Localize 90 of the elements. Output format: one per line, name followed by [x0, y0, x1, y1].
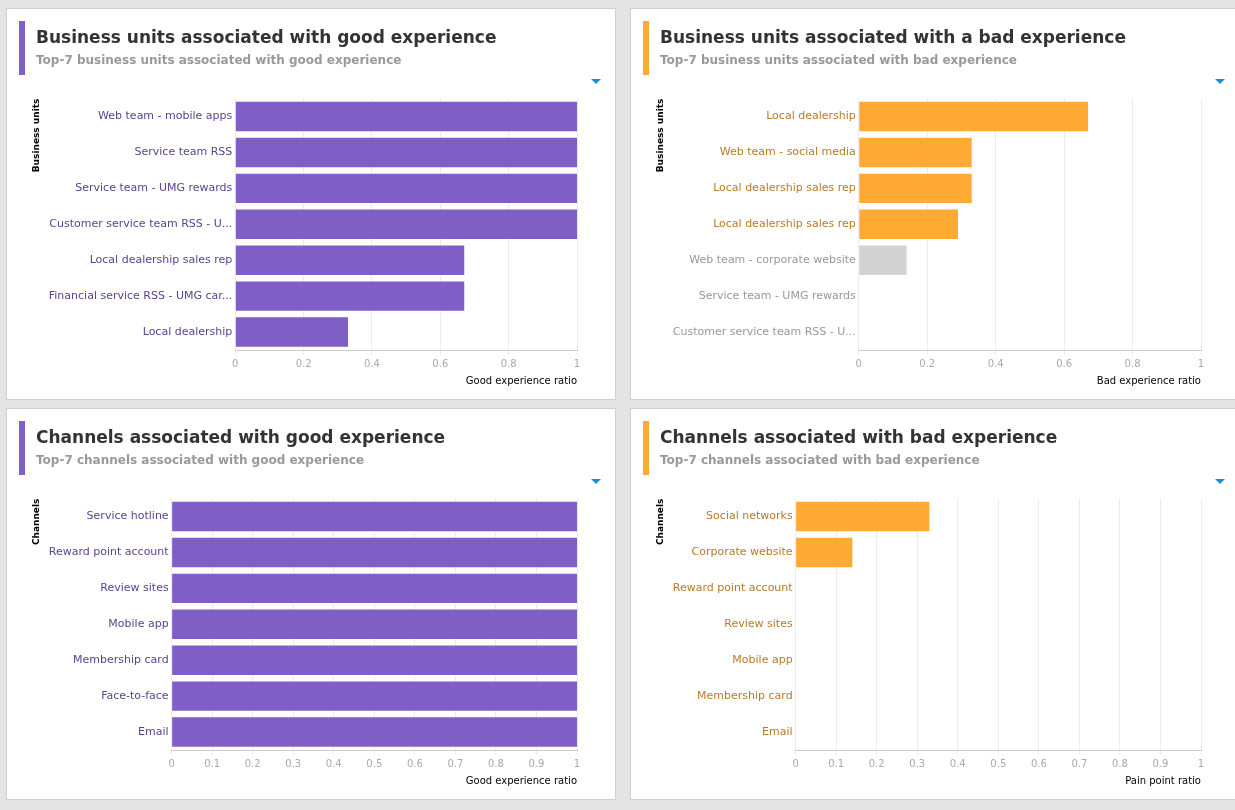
x-tick-label: 0.3	[285, 757, 302, 769]
x-tick-label: 1	[573, 357, 581, 369]
bar	[859, 173, 972, 204]
x-tick-label: 0.2	[295, 357, 312, 369]
x-tick-label: 0.8	[1111, 757, 1128, 769]
bar	[235, 281, 465, 311]
y-tick-label: Corporate website	[691, 545, 793, 559]
chart-subtitle: Top-7 business units associated with bad experience	[660, 53, 1017, 67]
y-tick-label: Local dealership sales rep	[713, 217, 856, 231]
y-tick-label: Membership card	[697, 688, 793, 702]
x-tick-label: 0.2	[868, 757, 885, 769]
bar	[235, 137, 577, 168]
bar	[859, 137, 972, 168]
x-tick-label: 0.6	[1056, 357, 1073, 369]
x-tick-label: 0.4	[987, 357, 1004, 369]
x-tick-label: 1	[573, 757, 581, 769]
y-tick-label: Email	[138, 724, 169, 738]
bar	[235, 173, 577, 204]
y-tick-label: Customer service team RSS - U...	[49, 217, 233, 231]
y-tick-label: Web team - corporate website	[689, 253, 856, 267]
y-tick-label: Review sites	[100, 581, 169, 595]
y-tick-label: Reward point account	[672, 581, 794, 595]
x-tick-label: 0.3	[909, 757, 926, 769]
x-tick-label: 0.9	[528, 757, 545, 769]
bar	[859, 209, 959, 240]
y-tick-label: Local dealership	[766, 109, 856, 123]
x-tick-label: 0.2	[919, 357, 936, 369]
y-tick-label: Local dealership sales rep	[713, 181, 856, 195]
x-tick-label: 0.1	[204, 757, 221, 769]
y-tick-label: Mobile app	[732, 653, 793, 667]
x-tick-label: 1	[1197, 357, 1205, 369]
x-tick-label: 0.4	[949, 757, 966, 769]
x-tick-label: 0	[232, 357, 239, 369]
y-tick-label: Financial service RSS - UMG car...	[48, 288, 233, 302]
chart-subtitle: Top-7 channels associated with bad experience	[660, 453, 980, 467]
y-tick-label: Social networks	[706, 509, 793, 523]
chart-title: Channels associated with bad experience	[660, 427, 1058, 447]
x-tick-label: 0.7	[447, 757, 464, 769]
x-tick-label: 0.9	[1152, 757, 1169, 769]
bar	[235, 209, 577, 240]
x-tick-label: 0.7	[1071, 757, 1088, 769]
y-tick-label: Email	[762, 724, 793, 738]
x-tick-label: 0.6	[406, 757, 423, 769]
chart-subtitle: Top-7 business units associated with good experience	[36, 53, 402, 67]
y-axis-title: Business units	[654, 98, 665, 173]
y-tick-label: Customer service team RSS - U...	[672, 324, 856, 338]
chart-title: Business units associated with a bad experience	[660, 27, 1126, 47]
y-axis-title: Channels	[654, 498, 665, 546]
chart-title: Business units associated with good experience	[36, 27, 497, 47]
x-tick-label: 0.8	[1124, 357, 1141, 369]
x-axis-title: Good experience ratio	[465, 774, 577, 786]
chart-subtitle: Top-7 channels associated with good experience	[36, 453, 365, 467]
x-axis-title: Good experience ratio	[465, 374, 577, 386]
bar	[859, 101, 1089, 132]
y-tick-label: Reward point account	[48, 545, 170, 559]
y-axis-title: Business units	[30, 98, 41, 173]
x-tick-label: 0.5	[990, 757, 1007, 769]
bar	[235, 101, 577, 132]
x-tick-label: 1	[1197, 757, 1205, 769]
x-axis-title: Pain point ratio	[1125, 774, 1201, 786]
y-tick-label: Service team - UMG rewards	[75, 181, 233, 195]
y-axis-title: Channels	[30, 498, 41, 546]
y-tick-label: Service hotline	[86, 509, 169, 523]
y-tick-label: Review sites	[724, 617, 793, 631]
y-tick-label: Service team RSS	[134, 145, 233, 159]
bar	[235, 317, 349, 347]
y-tick-label: Service team - UMG rewards	[698, 288, 857, 302]
x-tick-label: 0.1	[828, 757, 845, 769]
chart-title: Channels associated with good experience	[36, 427, 446, 447]
x-tick-label: 0.5	[366, 757, 383, 769]
x-tick-label: 0	[855, 357, 862, 369]
x-tick-label: 0.6	[1030, 757, 1047, 769]
y-tick-label: Web team - mobile apps	[98, 109, 233, 123]
x-tick-label: 0.6	[432, 357, 449, 369]
y-tick-label: Web team - social media	[719, 145, 856, 159]
x-tick-label: 0.8	[487, 757, 504, 769]
x-tick-label: 0.8	[500, 357, 517, 369]
x-tick-label: 0.4	[364, 357, 380, 369]
x-tick-label: 0.4	[325, 757, 342, 769]
x-tick-label: 0	[792, 757, 799, 769]
x-tick-label: 0	[168, 757, 175, 769]
x-tick-label: 0.2	[244, 757, 261, 769]
y-tick-label: Face-to-face	[101, 688, 169, 702]
x-axis-title: Bad experience ratio	[1096, 374, 1201, 386]
bar	[859, 245, 907, 275]
y-tick-label: Local dealership sales rep	[89, 253, 233, 267]
y-tick-label: Membership card	[73, 653, 169, 667]
bar	[235, 245, 465, 275]
y-tick-label: Mobile app	[108, 617, 169, 631]
y-tick-label: Local dealership	[142, 324, 233, 338]
